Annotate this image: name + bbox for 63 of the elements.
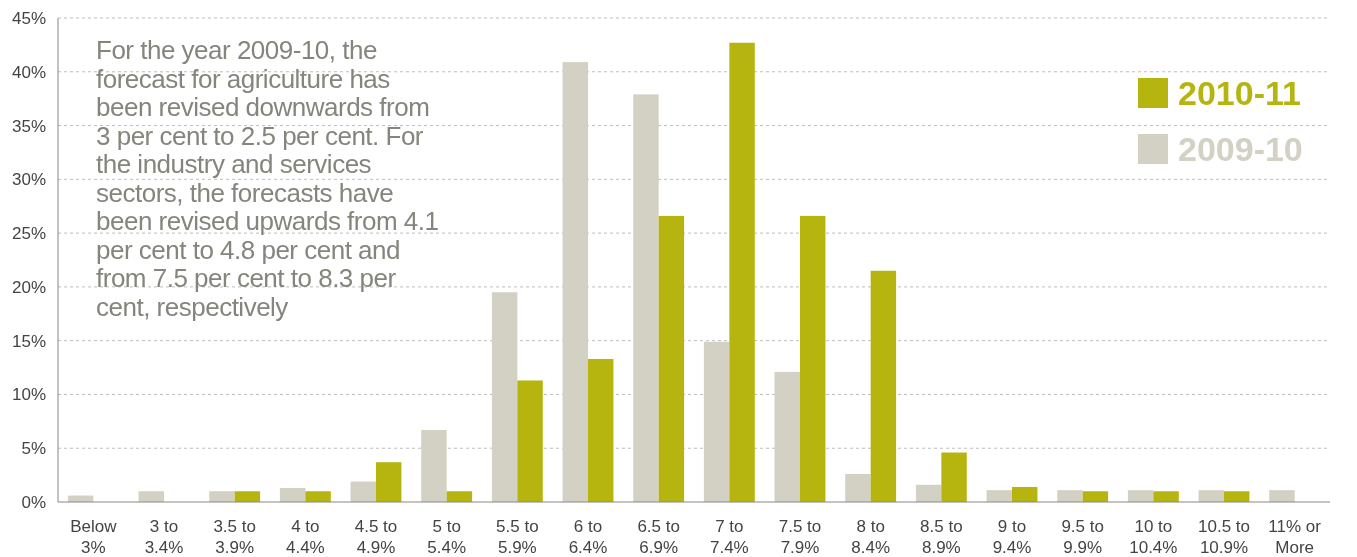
x-tick-label: 10 to 10.4% xyxy=(1129,517,1178,557)
x-tick-label: 10.5 to 10.9% xyxy=(1198,517,1250,557)
bar xyxy=(209,491,235,502)
x-tick-label: 11% or More xyxy=(1268,517,1322,557)
y-tick-label: 0% xyxy=(21,492,46,512)
y-tick-label: 15% xyxy=(11,331,46,351)
y-tick-label: 10% xyxy=(11,385,46,405)
y-tick-label: 30% xyxy=(11,170,46,190)
y-tick-label: 25% xyxy=(11,224,46,244)
bar xyxy=(350,481,376,502)
x-tick-label: Below 3% xyxy=(70,517,118,557)
bar xyxy=(421,429,447,502)
y-tick-label: 35% xyxy=(11,116,46,136)
bar xyxy=(1198,490,1224,502)
bar xyxy=(633,94,659,502)
bar xyxy=(1012,486,1038,502)
bar xyxy=(1127,490,1154,502)
y-tick-label: 40% xyxy=(11,62,46,82)
bar xyxy=(234,491,261,502)
x-tick-label: 6.5 to 6.9% xyxy=(637,517,680,557)
x-tick-label: 9 to 9.4% xyxy=(992,517,1032,557)
bar xyxy=(376,462,402,502)
bar xyxy=(491,292,518,502)
bar xyxy=(729,42,755,502)
x-tick-label: 4 to 4.4% xyxy=(285,517,325,557)
bar xyxy=(800,215,826,502)
x-tick-label: 3 to 3.4% xyxy=(144,517,184,557)
bar xyxy=(1224,491,1250,502)
x-tick-label: 3.5 to 3.9% xyxy=(213,517,256,557)
x-tick-label: 7.5 to 7.9% xyxy=(778,517,822,557)
bar xyxy=(562,62,588,502)
bar xyxy=(1153,491,1179,502)
x-tick-label: 5.5 to 5.9% xyxy=(496,517,539,557)
y-tick-label: 5% xyxy=(21,439,46,459)
bar xyxy=(774,371,800,502)
y-tick-label: 20% xyxy=(11,277,46,297)
x-tick-label: 9.5 to 9.9% xyxy=(1061,517,1104,557)
x-tick-label: 7 to 7.4% xyxy=(709,517,749,557)
x-tick-label: 8 to 8.4% xyxy=(851,517,891,557)
bar xyxy=(305,491,331,502)
x-tick-label: 4.5 to 4.9% xyxy=(354,517,398,557)
y-tick-label: 45% xyxy=(11,8,46,28)
x-tick-label: 5 to 5.4% xyxy=(427,517,467,557)
bar xyxy=(941,452,967,502)
bar xyxy=(1269,490,1295,502)
text: For the year 2009-10, the forecast for agriculture has been revised downwards from 3 per cent to 2.5 per cent. For the industry and services sectors, the forecasts have been revised upwards from 4.1 per cent to 4.8 per cent and from 7.5 per cent to 8.3 per cent, respectively xyxy=(96,35,439,322)
legend-label: 2010-11 xyxy=(1178,74,1301,113)
bar xyxy=(845,474,871,502)
bar xyxy=(446,491,473,502)
bar xyxy=(658,215,685,502)
x-tick-label: 8.5 to 8.9% xyxy=(920,517,963,557)
bar xyxy=(703,341,730,502)
bar xyxy=(1057,490,1083,502)
x-tick-label: 6 to 6.4% xyxy=(568,517,608,557)
bar xyxy=(986,490,1012,502)
bar xyxy=(1082,491,1109,502)
bar xyxy=(138,491,164,502)
legend-label: 2009-10 xyxy=(1178,130,1303,169)
bar xyxy=(588,358,614,502)
bar xyxy=(517,380,543,502)
bar xyxy=(279,488,306,502)
bar xyxy=(870,270,897,502)
bar xyxy=(915,484,942,502)
